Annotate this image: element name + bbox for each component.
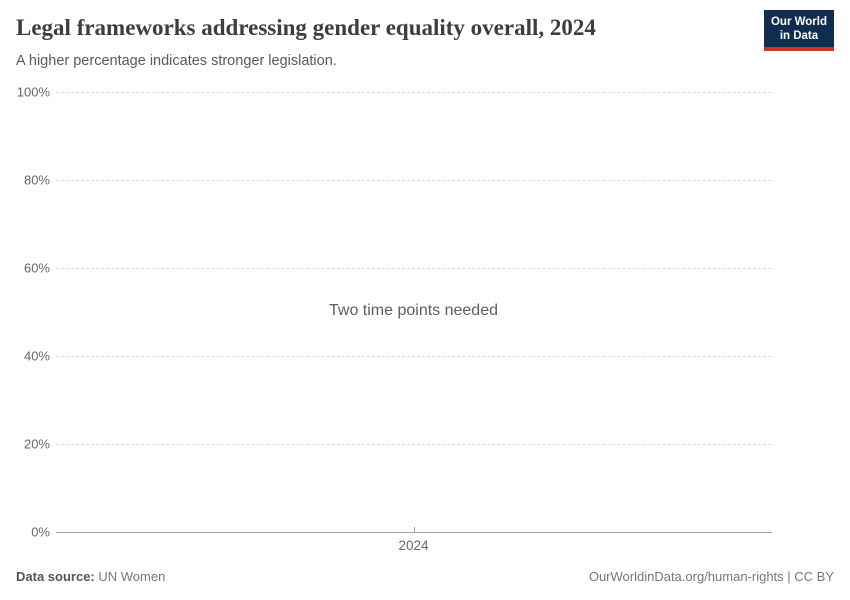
gridline xyxy=(56,355,771,357)
y-axis-tick-label: 0% xyxy=(31,524,50,539)
footer-data-source: Data source: UN Women xyxy=(16,569,165,584)
gridline xyxy=(56,267,771,269)
data-source-label: Data source: xyxy=(16,569,95,584)
x-axis-tick-label: 2024 xyxy=(398,538,429,553)
x-axis-tick xyxy=(413,526,415,532)
y-axis-tick-label: 40% xyxy=(23,348,50,363)
owid-logo-line1: Our World xyxy=(770,16,827,28)
y-axis-tick-label: 20% xyxy=(23,436,50,451)
page-title: Legal frameworks addressing gender equal… xyxy=(16,15,596,40)
y-axis-tick-label: 80% xyxy=(23,172,50,187)
data-source-value: UN Women xyxy=(98,569,166,584)
empty-state-message: Two time points needed xyxy=(329,302,498,319)
x-axis-line xyxy=(56,531,772,533)
chart-subtitle: A higher percentage indicates stronger l… xyxy=(16,53,337,69)
y-axis-tick-label: 60% xyxy=(23,260,50,275)
owid-logo-line2: in Data xyxy=(779,29,819,42)
gridline xyxy=(56,91,771,93)
footer-credit-link[interactable]: OurWorldinData.org/human-rights | CC BY xyxy=(588,569,834,584)
owid-logo[interactable]: Our World in Data xyxy=(763,10,834,51)
gridline xyxy=(56,179,771,181)
gridline xyxy=(56,443,771,445)
y-axis-tick-label: 100% xyxy=(16,84,50,99)
